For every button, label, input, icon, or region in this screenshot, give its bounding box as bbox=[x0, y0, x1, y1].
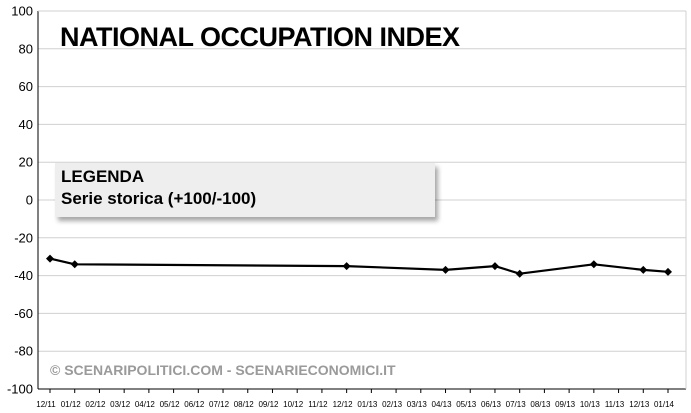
series-line bbox=[49, 257, 669, 275]
legend-background bbox=[55, 163, 435, 217]
data-point-marker bbox=[441, 265, 450, 274]
x-tick-label: 10/13 bbox=[580, 400, 601, 409]
x-tick-label: 12/13 bbox=[629, 400, 650, 409]
x-tick-label: 02/13 bbox=[382, 400, 403, 409]
x-tick-label: 10/12 bbox=[283, 400, 304, 409]
x-tick-label: 07/12 bbox=[209, 400, 230, 409]
x-tick-label: 06/13 bbox=[481, 400, 502, 409]
legend-title: LEGENDA bbox=[61, 167, 144, 186]
x-tick-label: 01/14 bbox=[654, 400, 675, 409]
x-tick-label: 08/12 bbox=[234, 400, 255, 409]
x-tick-label: 07/13 bbox=[506, 400, 527, 409]
x-axis-tick-labels: 12/11 01/12 02/12 03/12 04/12 05/12 06/12 07/12… bbox=[36, 400, 674, 409]
x-tick-label: 02/12 bbox=[85, 400, 106, 409]
x-tick-label: 11/13 bbox=[605, 400, 625, 409]
x-tick-label: 12/12 bbox=[333, 400, 354, 409]
y-tick-label: -60 bbox=[14, 306, 33, 321]
y-tick-label: 100 bbox=[11, 4, 33, 19]
x-tick-label: 12/11 bbox=[36, 400, 56, 409]
y-tick-label: -40 bbox=[14, 268, 33, 283]
y-axis-tick-labels: 100 80 60 40 20 0 -20 -40 -60 -80 -100 bbox=[7, 4, 33, 397]
x-tick-label: 01/13 bbox=[357, 400, 378, 409]
y-tick-label: 0 bbox=[26, 193, 33, 208]
data-point-marker bbox=[46, 254, 54, 263]
x-tick-label: 06/12 bbox=[184, 400, 205, 409]
y-tick-label: 40 bbox=[19, 117, 33, 132]
data-point-marker bbox=[490, 262, 499, 271]
data-point-marker bbox=[639, 265, 648, 274]
y-tick-label: 60 bbox=[19, 79, 33, 94]
data-point-marker bbox=[342, 262, 351, 271]
data-point-marker bbox=[664, 267, 672, 276]
x-tick-label: 05/12 bbox=[160, 400, 181, 409]
x-tick-label: 09/13 bbox=[555, 400, 576, 409]
series-layer bbox=[46, 254, 672, 278]
data-point-marker bbox=[515, 269, 524, 278]
x-tick-label: 04/13 bbox=[432, 400, 453, 409]
x-tick-label: 04/12 bbox=[135, 400, 156, 409]
x-tick-label: 03/12 bbox=[110, 400, 131, 409]
x-tick-label: 01/12 bbox=[61, 400, 82, 409]
data-point-marker bbox=[589, 260, 598, 269]
y-tick-label: -100 bbox=[7, 382, 33, 397]
y-tick-label: 20 bbox=[19, 155, 33, 170]
x-tick-label: 09/12 bbox=[258, 400, 279, 409]
y-tick-label: 80 bbox=[19, 41, 33, 56]
x-tick-label: 03/13 bbox=[407, 400, 428, 409]
chart-title: NATIONAL OCCUPATION INDEX bbox=[60, 22, 460, 52]
x-tick-label: 08/13 bbox=[530, 400, 551, 409]
watermark: © SCENARIPOLITICI.COM - SCENARIECONOMICI… bbox=[50, 362, 396, 378]
legend-text: Serie storica (+100/-100) bbox=[61, 189, 256, 208]
legend-box: LEGENDA Serie storica (+100/-100) bbox=[55, 163, 435, 217]
x-tick-label: 05/13 bbox=[456, 400, 477, 409]
y-tick-label: -80 bbox=[14, 344, 33, 359]
axes bbox=[37, 10, 687, 393]
y-tick-label: -20 bbox=[14, 230, 33, 245]
x-tick-label: 11/12 bbox=[308, 400, 328, 409]
data-point-marker bbox=[70, 260, 79, 269]
